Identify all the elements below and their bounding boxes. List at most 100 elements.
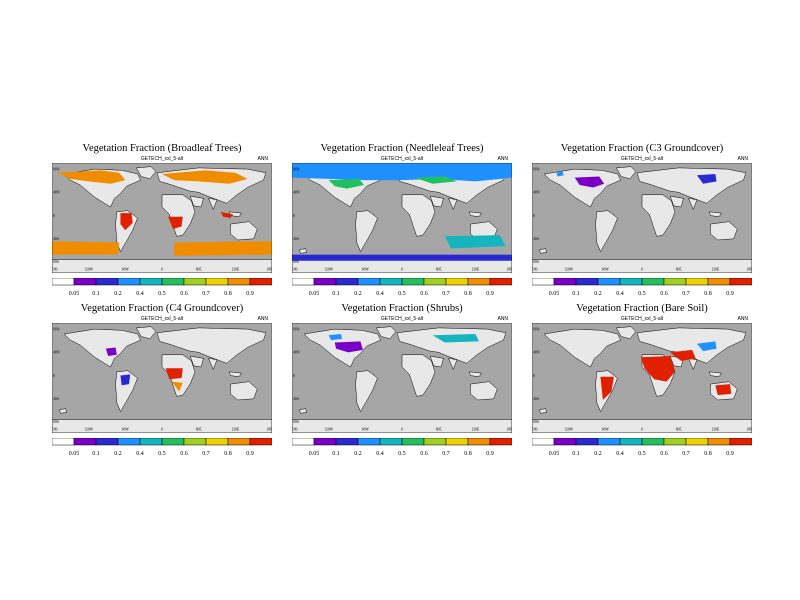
colorbar-swatch bbox=[467, 438, 491, 446]
map-c3: 180 120W 60W 0 60E 120E 180 80N 40N 0 40S 80S bbox=[532, 163, 752, 273]
panel-title: Vegetation Fraction (Needleleaf Trees) bbox=[320, 143, 484, 154]
colorbar-swatch bbox=[575, 438, 599, 446]
colorbar-swatch bbox=[641, 278, 665, 286]
colorbar-label: 0.7 bbox=[682, 451, 690, 457]
lon-label: 0 bbox=[161, 268, 163, 272]
panel-season: ANN bbox=[497, 156, 508, 162]
colorbar-swatch bbox=[597, 438, 621, 446]
colorbar-swatch bbox=[249, 438, 272, 446]
lat-label: 80N bbox=[533, 327, 540, 331]
lat-label: 40S bbox=[533, 237, 539, 241]
colorbar-label: 0.1 bbox=[332, 291, 340, 297]
data-overlay bbox=[52, 170, 272, 256]
colorbar-swatch bbox=[532, 438, 555, 446]
lon-label: 60E bbox=[196, 268, 203, 272]
panel-subtitle: GETECH_xxl_5-alt bbox=[140, 156, 184, 162]
colorbar-label: 0.05 bbox=[69, 451, 80, 457]
colorbar-swatch bbox=[401, 278, 425, 286]
lon-label: 180 bbox=[507, 268, 512, 272]
colorbar-swatch bbox=[292, 278, 315, 286]
colorbar-swatch bbox=[357, 278, 381, 286]
lon-label: 180 bbox=[292, 268, 298, 272]
colorbar-swatch bbox=[553, 438, 577, 446]
colorbar-label: 0.6 bbox=[420, 451, 428, 457]
colorbar-swatch bbox=[663, 438, 687, 446]
lat-label: 80S bbox=[293, 420, 299, 424]
colorbar-label: 0.1 bbox=[92, 451, 100, 457]
colorbar-label: 0.5 bbox=[398, 451, 406, 457]
lon-label: 0 bbox=[161, 428, 163, 432]
colorbar-swatch bbox=[619, 438, 643, 446]
colorbar: 0.05 0.1 0.2 0.4 0.5 0.6 0.7 0.8 0.9 bbox=[532, 438, 752, 457]
colorbar: 0.05 0.1 0.2 0.4 0.5 0.6 0.7 0.8 0.9 bbox=[532, 278, 752, 297]
lat-label: 80S bbox=[533, 260, 539, 264]
colorbar-label: 0.2 bbox=[594, 291, 602, 297]
colorbar-swatch bbox=[553, 278, 577, 286]
colorbar-swatch bbox=[335, 278, 359, 286]
lon-label: 60W bbox=[362, 268, 370, 272]
colorbar-label: 0.8 bbox=[704, 451, 712, 457]
lat-label: 80N bbox=[53, 327, 60, 331]
colorbar-label: 0.2 bbox=[354, 291, 362, 297]
colorbar-label: 0.2 bbox=[594, 451, 602, 457]
lon-label: 0 bbox=[401, 268, 403, 272]
panel-subtitle: GETECH_xxl_5-alt bbox=[620, 316, 664, 322]
colorbar-swatch bbox=[52, 438, 75, 446]
colorbar: 0.05 0.1 0.2 0.4 0.5 0.6 0.7 0.8 0.9 bbox=[52, 438, 272, 457]
colorbar-swatch bbox=[117, 438, 141, 446]
colorbar-label: 0.8 bbox=[704, 291, 712, 297]
colorbar-label: 0.9 bbox=[726, 451, 734, 457]
colorbar: 0.05 0.1 0.2 0.4 0.5 0.6 0.7 0.8 0.9 bbox=[52, 278, 272, 297]
colorbar-label: 0.05 bbox=[69, 291, 80, 297]
lon-label: 180 bbox=[747, 428, 752, 432]
colorbar-label: 0.8 bbox=[224, 291, 232, 297]
panel-subtitle: GETECH_xxl_5-alt bbox=[380, 316, 424, 322]
panel-c4: Vegetation Fraction (C4 Groundcover) GET… bbox=[52, 303, 272, 463]
lon-label: 180 bbox=[532, 428, 538, 432]
colorbar-label: 0.4 bbox=[376, 451, 384, 457]
panel-season: ANN bbox=[257, 156, 268, 162]
colorbar-swatch bbox=[663, 278, 687, 286]
lon-label: 60W bbox=[122, 268, 130, 272]
panel-title: Vegetation Fraction (C3 Groundcover) bbox=[560, 143, 724, 154]
colorbar: 0.05 0.1 0.2 0.4 0.5 0.6 0.7 0.8 0.9 bbox=[292, 278, 512, 297]
colorbar-swatch bbox=[95, 278, 119, 286]
colorbar-swatch bbox=[707, 278, 731, 286]
colorbar-swatch bbox=[73, 438, 97, 446]
map-baresoil: 180 120W 60W 0 60E 120E 180 80N 40N 0 40S 80S bbox=[532, 323, 752, 433]
lat-label: 80N bbox=[53, 167, 60, 171]
colorbar-swatch bbox=[445, 278, 469, 286]
lat-label: 80S bbox=[53, 420, 59, 424]
colorbar-swatch bbox=[292, 438, 315, 446]
data-overlay bbox=[105, 347, 183, 392]
colorbar-label: 0.05 bbox=[309, 291, 320, 297]
lat-label: 80N bbox=[533, 167, 540, 171]
colorbar-swatch bbox=[467, 278, 491, 286]
colorbar-swatch bbox=[619, 278, 643, 286]
lon-label: 0 bbox=[401, 428, 403, 432]
colorbar-swatch bbox=[729, 438, 752, 446]
colorbar-swatch bbox=[357, 438, 381, 446]
lon-label: 0 bbox=[641, 268, 643, 272]
colorbar-label: 0.05 bbox=[549, 291, 560, 297]
panel-season: ANN bbox=[737, 316, 748, 322]
lon-label: 60W bbox=[122, 428, 130, 432]
lon-label: 180 bbox=[532, 268, 538, 272]
colorbar-label: 0.5 bbox=[158, 291, 166, 297]
lon-label: 60E bbox=[676, 268, 683, 272]
lat-label: 40N bbox=[53, 191, 60, 195]
colorbar-label: 0.5 bbox=[638, 291, 646, 297]
colorbar-label: 0.6 bbox=[180, 451, 188, 457]
colorbar-label: 0.9 bbox=[246, 451, 254, 457]
lon-label: 180 bbox=[747, 268, 752, 272]
colorbar-label: 0.05 bbox=[549, 451, 560, 457]
lon-label: 120E bbox=[711, 428, 719, 432]
lon-label: 60W bbox=[602, 268, 610, 272]
colorbar-swatch bbox=[161, 438, 185, 446]
lon-label: 180 bbox=[507, 428, 512, 432]
colorbar-swatch bbox=[445, 438, 469, 446]
lat-label: 80N bbox=[293, 327, 300, 331]
colorbar-swatch bbox=[205, 438, 229, 446]
colorbar-swatch bbox=[597, 278, 621, 286]
panel-title: Vegetation Fraction (Bare Soil) bbox=[576, 303, 708, 314]
